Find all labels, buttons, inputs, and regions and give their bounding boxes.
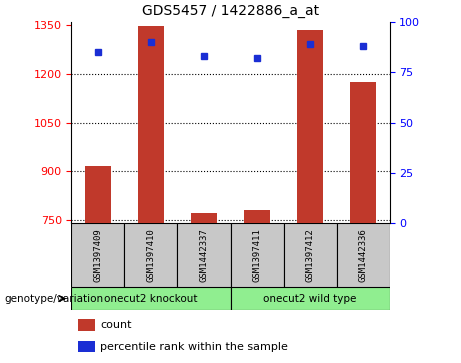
Bar bbox=[71, 287, 230, 310]
Text: percentile rank within the sample: percentile rank within the sample bbox=[100, 342, 288, 352]
Text: GSM1397411: GSM1397411 bbox=[253, 228, 261, 282]
Title: GDS5457 / 1422886_a_at: GDS5457 / 1422886_a_at bbox=[142, 4, 319, 18]
Text: onecut2 knockout: onecut2 knockout bbox=[104, 294, 198, 303]
Bar bbox=[230, 223, 284, 287]
Bar bbox=[230, 287, 390, 310]
Bar bbox=[350, 82, 376, 223]
Bar bbox=[78, 341, 95, 352]
Bar bbox=[138, 26, 164, 223]
Text: GSM1397409: GSM1397409 bbox=[94, 228, 102, 282]
Text: count: count bbox=[100, 320, 131, 330]
Text: onecut2 wild type: onecut2 wild type bbox=[263, 294, 357, 303]
Bar bbox=[124, 223, 177, 287]
Text: GSM1397410: GSM1397410 bbox=[147, 228, 155, 282]
Bar bbox=[191, 213, 217, 223]
Bar bbox=[177, 223, 230, 287]
Bar bbox=[71, 223, 124, 287]
Bar bbox=[284, 223, 337, 287]
Text: GSM1442336: GSM1442336 bbox=[359, 228, 367, 282]
Text: GSM1442337: GSM1442337 bbox=[200, 228, 208, 282]
Text: genotype/variation: genotype/variation bbox=[5, 294, 104, 303]
Bar bbox=[244, 210, 270, 223]
Bar bbox=[337, 223, 390, 287]
Bar bbox=[297, 30, 323, 223]
Bar bbox=[78, 319, 95, 331]
Bar bbox=[85, 166, 111, 223]
Text: GSM1397412: GSM1397412 bbox=[306, 228, 314, 282]
